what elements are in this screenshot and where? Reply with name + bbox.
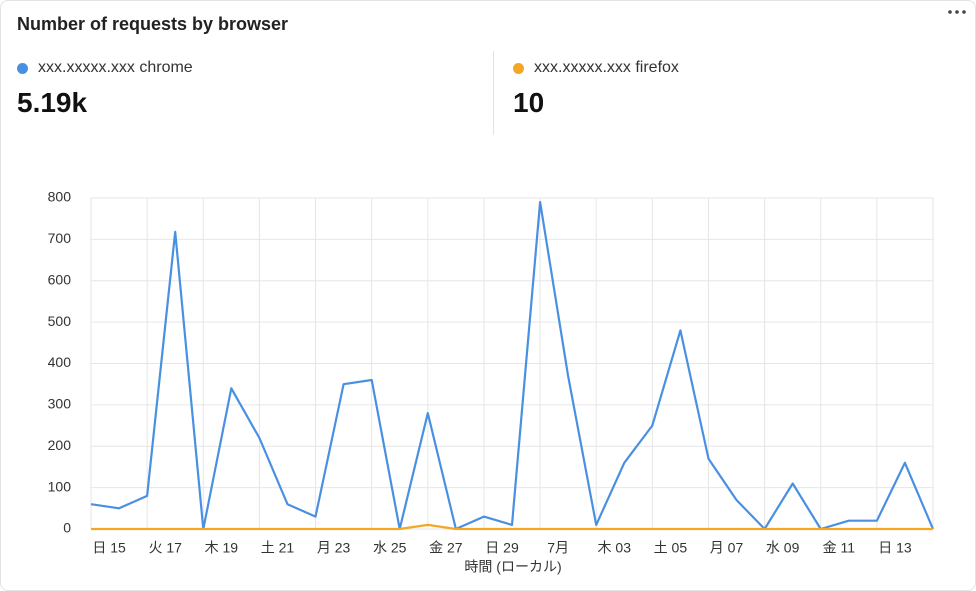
x-tick-label: 日 13 xyxy=(878,540,912,556)
legend-label: xxx.xxxxx.xxx chrome xyxy=(38,59,193,76)
stat-value: 10 xyxy=(513,87,545,118)
x-tick-label: 水 25 xyxy=(373,540,407,556)
legend-label: xxx.xxxxx.xxx firefox xyxy=(534,59,679,76)
y-tick-label: 100 xyxy=(48,478,72,494)
divider xyxy=(493,51,494,135)
series-line xyxy=(91,523,933,531)
y-tick-label: 300 xyxy=(48,396,72,412)
stat-value: 5.19k xyxy=(17,87,88,118)
x-tick-label: 日 15 xyxy=(92,540,126,556)
x-tick-label: 日 29 xyxy=(485,540,519,556)
x-tick-label: 水 09 xyxy=(766,540,800,556)
stat: xxx.xxxxx.xxx firefox 10 xyxy=(513,59,679,119)
y-tick-label: 600 xyxy=(48,271,72,287)
stat: xxx.xxxxx.xxx chrome 5.19k xyxy=(17,59,193,119)
x-tick-label: 月 23 xyxy=(317,540,351,556)
x-tick-label: 月 07 xyxy=(710,540,744,556)
x-tick-label: 火 17 xyxy=(148,540,182,556)
menu-button[interactable] xyxy=(947,7,967,17)
x-axis-label: 時間 (ローカル) xyxy=(464,559,561,575)
widget-title: Number of requests by browser xyxy=(17,14,289,34)
x-tick-label: 木 03 xyxy=(598,540,632,556)
x-tick-label: 7月 xyxy=(547,540,569,556)
y-tick-label: 700 xyxy=(48,230,72,246)
x-tick-label: 土 21 xyxy=(261,540,295,556)
y-tick-label: 800 xyxy=(48,189,72,205)
legend-dot xyxy=(513,62,524,74)
x-tick-label: 金 11 xyxy=(823,540,856,556)
legend-dot xyxy=(17,62,28,74)
x-tick-label: 土 05 xyxy=(654,540,688,556)
x-tick-label: 金 27 xyxy=(429,540,463,556)
series-line xyxy=(90,201,935,531)
y-tick-label: 500 xyxy=(48,313,72,329)
x-tick-label: 木 19 xyxy=(205,540,239,556)
y-tick-label: 0 xyxy=(63,520,71,536)
y-tick-label: 200 xyxy=(48,437,72,453)
y-tick-label: 400 xyxy=(48,354,72,370)
